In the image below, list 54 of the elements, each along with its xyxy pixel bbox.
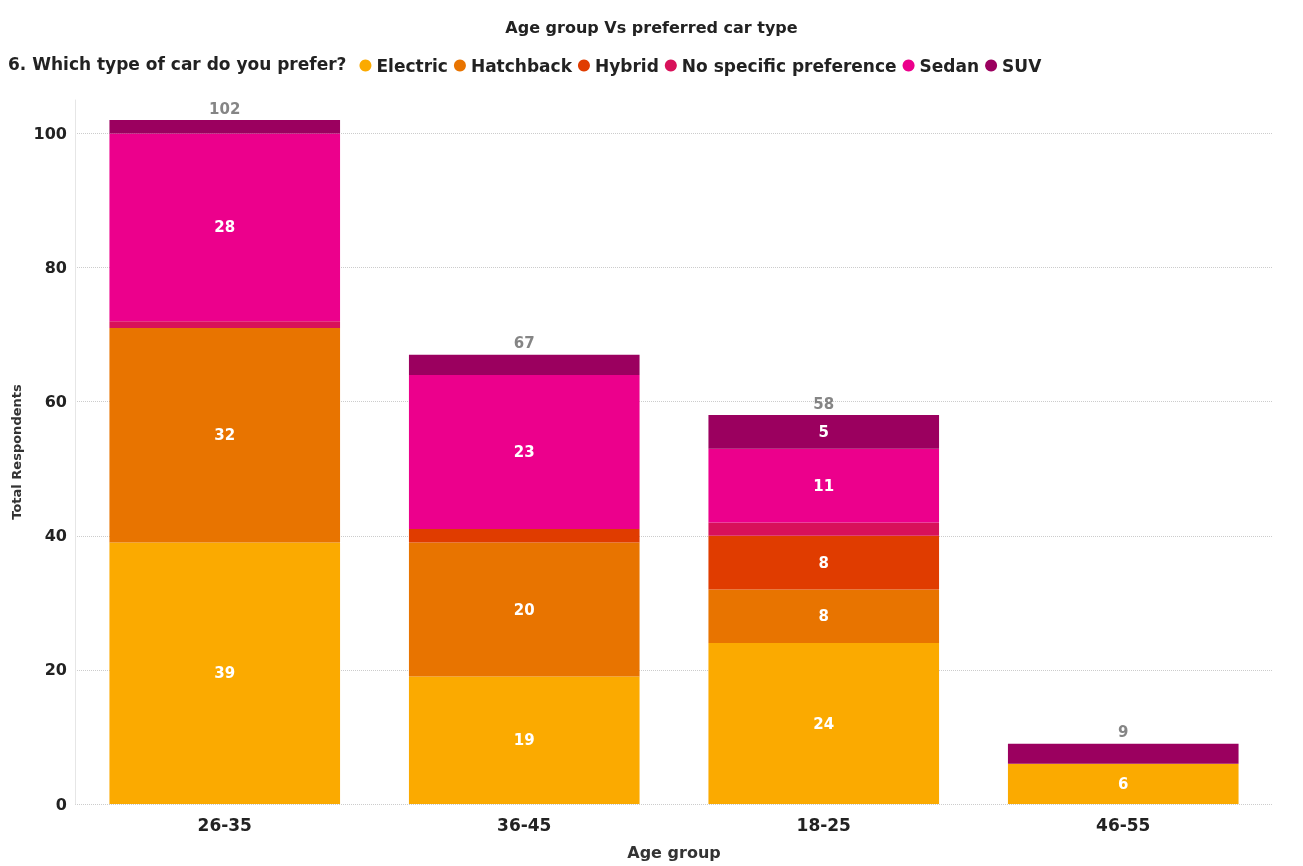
data-label: 23 xyxy=(513,443,535,461)
bar xyxy=(1007,763,1239,804)
bar xyxy=(708,589,940,644)
x-tick-label: 18-25 xyxy=(796,814,851,835)
legend-label: SUV xyxy=(1002,55,1043,76)
data-label: 5 xyxy=(818,422,829,441)
bar xyxy=(408,374,640,530)
bar xyxy=(109,327,341,543)
x-tick-label: 26-35 xyxy=(197,814,252,835)
bar xyxy=(708,415,940,449)
x-tick-label: 46-55 xyxy=(1096,814,1151,835)
bar xyxy=(708,448,940,523)
total-label: 102 xyxy=(209,99,241,118)
bar xyxy=(408,529,640,543)
data-label: 11 xyxy=(813,476,835,495)
y-tick-label: 80 xyxy=(44,258,67,278)
chart-title: Age group Vs preferred car type xyxy=(505,17,798,37)
legend-label: Electric xyxy=(376,55,448,76)
x-tick-label: 36-45 xyxy=(497,814,552,835)
data-label: 28 xyxy=(214,218,236,237)
data-label: 24 xyxy=(813,714,835,733)
y-tick-label: 100 xyxy=(33,124,67,144)
legend-label: Sedan xyxy=(919,55,980,76)
y-tick-label: 60 xyxy=(44,392,67,412)
bar xyxy=(408,542,640,677)
data-label: 39 xyxy=(214,664,236,683)
data-label: 20 xyxy=(513,600,535,619)
y-tick-label: 0 xyxy=(55,794,67,814)
bar xyxy=(109,120,341,134)
data-label: 32 xyxy=(214,426,236,445)
data-label: 19 xyxy=(513,731,535,750)
bar xyxy=(708,522,940,536)
y-tick-label: 20 xyxy=(44,660,67,680)
legend-label: No specific preference xyxy=(681,55,897,76)
legend-title: 6. Which type of car do you prefer? xyxy=(8,53,347,74)
total-label: 9 xyxy=(1118,723,1129,742)
bar xyxy=(408,354,640,375)
bar xyxy=(708,643,940,804)
legend-label: Hatchback xyxy=(470,55,573,76)
bar xyxy=(109,133,341,322)
data-label: 8 xyxy=(818,553,829,572)
total-label: 67 xyxy=(513,334,535,353)
data-label: 8 xyxy=(818,607,829,626)
bar xyxy=(1007,743,1239,764)
bar xyxy=(109,321,341,328)
bar xyxy=(109,542,341,804)
total-label: 58 xyxy=(813,394,835,413)
x-axis-title: Age group xyxy=(627,842,721,862)
legend-label: Hybrid xyxy=(594,55,659,76)
bar xyxy=(408,676,640,804)
bar xyxy=(708,535,940,590)
data-label: 6 xyxy=(1118,774,1129,793)
y-tick-label: 40 xyxy=(44,526,67,546)
y-axis-title: Total Respondents xyxy=(8,384,24,520)
